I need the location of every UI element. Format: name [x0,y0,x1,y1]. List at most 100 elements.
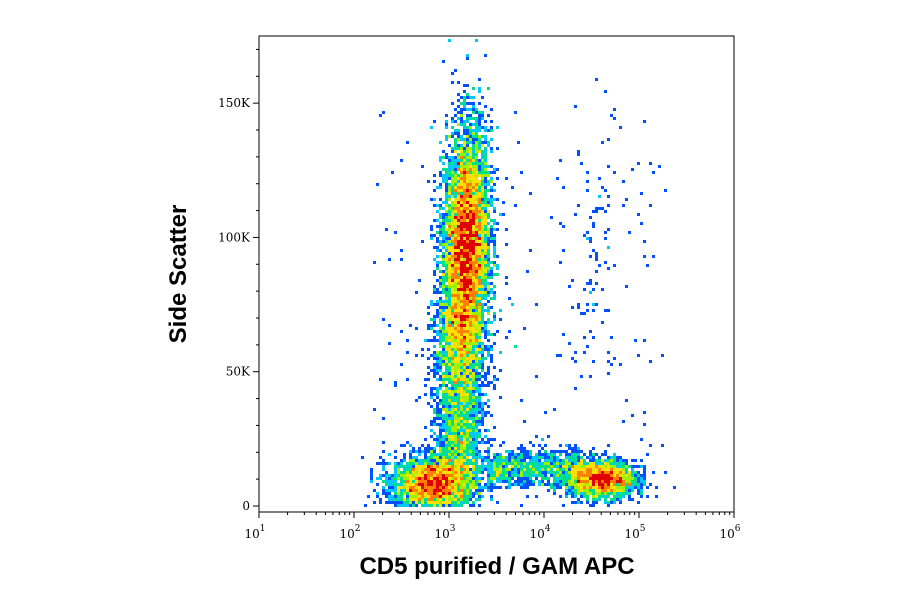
density-cell [520,504,523,507]
density-cell [460,162,463,165]
density-cell [487,189,490,192]
density-cell [469,336,472,339]
density-cell [487,165,490,168]
density-cell [460,393,463,396]
density-cell [451,354,454,357]
density-cell [601,474,604,477]
density-cell [451,195,454,198]
density-cell [469,186,472,189]
density-cell [382,465,385,468]
density-cell [484,186,487,189]
density-cell [583,288,586,291]
density-cell [481,270,484,273]
density-cell [487,468,490,471]
density-cell [484,138,487,141]
density-cell [415,459,418,462]
density-cell [487,246,490,249]
density-cell [610,459,613,462]
density-cell [481,189,484,192]
density-cell [439,213,442,216]
density-cell [628,498,631,501]
density-cell [610,456,613,459]
density-cell [478,339,481,342]
density-cell [463,222,466,225]
density-cell [604,450,607,453]
density-cell [484,378,487,381]
density-cell [622,180,625,183]
density-cell [463,195,466,198]
density-cell [583,312,586,315]
density-cell [457,255,460,258]
density-cell [532,468,535,471]
density-cell [565,486,568,489]
density-cell [457,180,460,183]
density-cell [475,219,478,222]
density-cell [574,387,577,390]
density-cell [514,459,517,462]
density-cell [445,486,448,489]
density-cell [448,474,451,477]
density-cell [457,399,460,402]
density-cell [481,228,484,231]
density-cell [415,465,418,468]
density-cell [544,483,547,486]
density-cell [442,240,445,243]
density-cell [457,402,460,405]
density-cell [466,483,469,486]
density-cell [463,228,466,231]
density-cell [445,498,448,501]
density-cell [433,345,436,348]
density-cell [382,441,385,444]
density-cell [481,114,484,117]
density-cell [445,402,448,405]
density-cell [565,489,568,492]
density-cell [601,288,604,291]
density-cell [439,357,442,360]
density-cell [466,210,469,213]
density-cell [601,321,604,324]
density-cell [454,252,457,255]
density-cell [433,438,436,441]
density-cell [451,261,454,264]
density-cell [466,150,469,153]
density-cell [505,462,508,465]
density-cell [580,501,583,504]
density-cell [454,435,457,438]
density-cell [469,267,472,270]
density-cell [454,222,457,225]
density-cell [454,204,457,207]
density-cell [406,498,409,501]
density-cell [460,405,463,408]
density-cell [499,396,502,399]
density-cell [391,486,394,489]
density-cell [442,495,445,498]
density-cell [418,498,421,501]
density-cell [442,162,445,165]
density-cell [445,258,448,261]
density-cell [496,459,499,462]
density-cell [412,492,415,495]
density-cell [463,459,466,462]
density-cell [436,279,439,282]
density-cell [517,471,520,474]
density-cell [451,192,454,195]
density-cell [580,312,583,315]
density-cell [412,489,415,492]
density-cell [445,501,448,504]
density-cell [466,102,469,105]
density-cell [496,273,499,276]
density-cell [649,483,652,486]
density-cell [517,456,520,459]
density-cell [484,267,487,270]
density-cell [586,462,589,465]
density-cell [442,396,445,399]
density-cell [484,240,487,243]
density-cell [493,285,496,288]
density-cell [607,495,610,498]
density-cell [439,276,442,279]
density-cell [493,453,496,456]
density-cell [472,333,475,336]
density-cell [595,471,598,474]
density-cell [577,459,580,462]
density-cell [451,441,454,444]
